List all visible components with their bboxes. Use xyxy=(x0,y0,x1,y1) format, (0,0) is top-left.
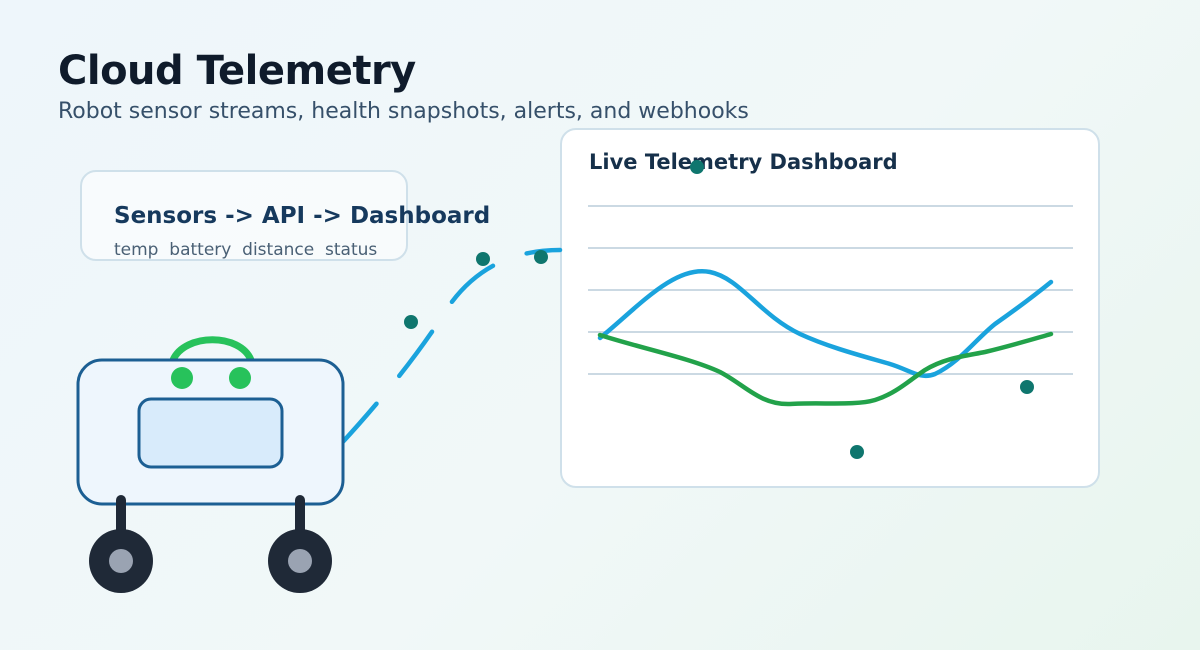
telemetry-dashboard-panel xyxy=(560,128,1100,488)
robot-handle xyxy=(169,336,255,364)
sensor-field: temp xyxy=(114,240,159,260)
robot-screen xyxy=(137,397,284,469)
telemetry-series-blue xyxy=(597,268,1054,379)
sensor-field-list: temp battery distance status xyxy=(114,240,377,260)
signal-stream-path xyxy=(337,247,563,448)
data-packet-dot xyxy=(476,252,490,266)
telemetry-series-green xyxy=(597,331,1054,407)
robot-eye-icon xyxy=(171,367,193,389)
robot-eye-icon xyxy=(229,367,251,389)
data-flow-card xyxy=(80,170,408,261)
sensor-field: status xyxy=(325,240,378,260)
data-packet-dot xyxy=(534,250,548,264)
data-packet-dot xyxy=(690,160,704,174)
sensor-field: battery xyxy=(169,240,232,260)
page-title: Cloud Telemetry xyxy=(58,48,416,94)
robot-illustration xyxy=(76,336,345,593)
dashboard-title: Live Telemetry Dashboard xyxy=(589,150,898,174)
data-flow-title: Sensors -> API -> Dashboard xyxy=(114,203,491,229)
data-packets xyxy=(404,160,1034,459)
data-packet-dot xyxy=(850,445,864,459)
data-packet-dot xyxy=(1020,380,1034,394)
robot-wheel-hub xyxy=(109,549,133,573)
page-subtitle: Robot sensor streams, health snapshots, … xyxy=(58,99,749,124)
data-packet-dot xyxy=(404,315,418,329)
dashboard-grid xyxy=(588,205,1073,375)
robot-wheel-hub xyxy=(288,549,312,573)
sensor-field: distance xyxy=(242,240,315,260)
